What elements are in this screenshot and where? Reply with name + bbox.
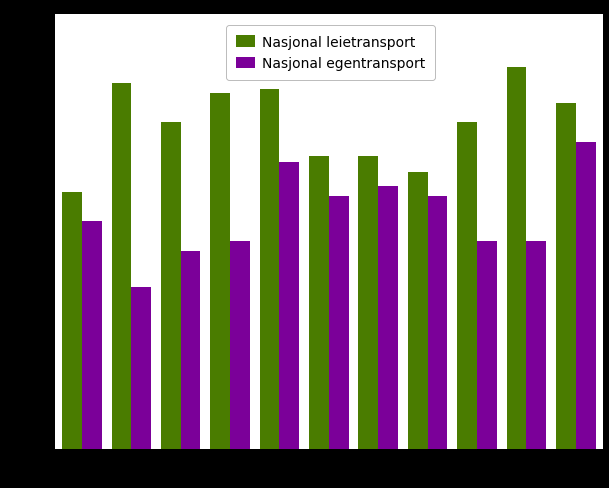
Bar: [161, 123, 181, 449]
Bar: [111, 84, 132, 449]
Bar: [309, 157, 329, 449]
Bar: [576, 143, 596, 449]
Bar: [259, 90, 280, 449]
Bar: [556, 103, 576, 449]
Bar: [359, 157, 378, 449]
Legend: Nasjonal leietransport, Nasjonal egentransport: Nasjonal leietransport, Nasjonal egentra…: [226, 26, 435, 81]
Bar: [132, 287, 151, 449]
Bar: [62, 192, 82, 449]
Bar: [230, 242, 250, 449]
Bar: [280, 163, 299, 449]
Bar: [457, 123, 477, 449]
Bar: [408, 173, 428, 449]
Bar: [210, 94, 230, 449]
Bar: [82, 222, 102, 449]
Bar: [526, 242, 546, 449]
Bar: [428, 196, 448, 449]
Bar: [181, 251, 200, 449]
Bar: [378, 186, 398, 449]
Bar: [477, 242, 497, 449]
Bar: [329, 196, 348, 449]
Bar: [507, 68, 526, 449]
